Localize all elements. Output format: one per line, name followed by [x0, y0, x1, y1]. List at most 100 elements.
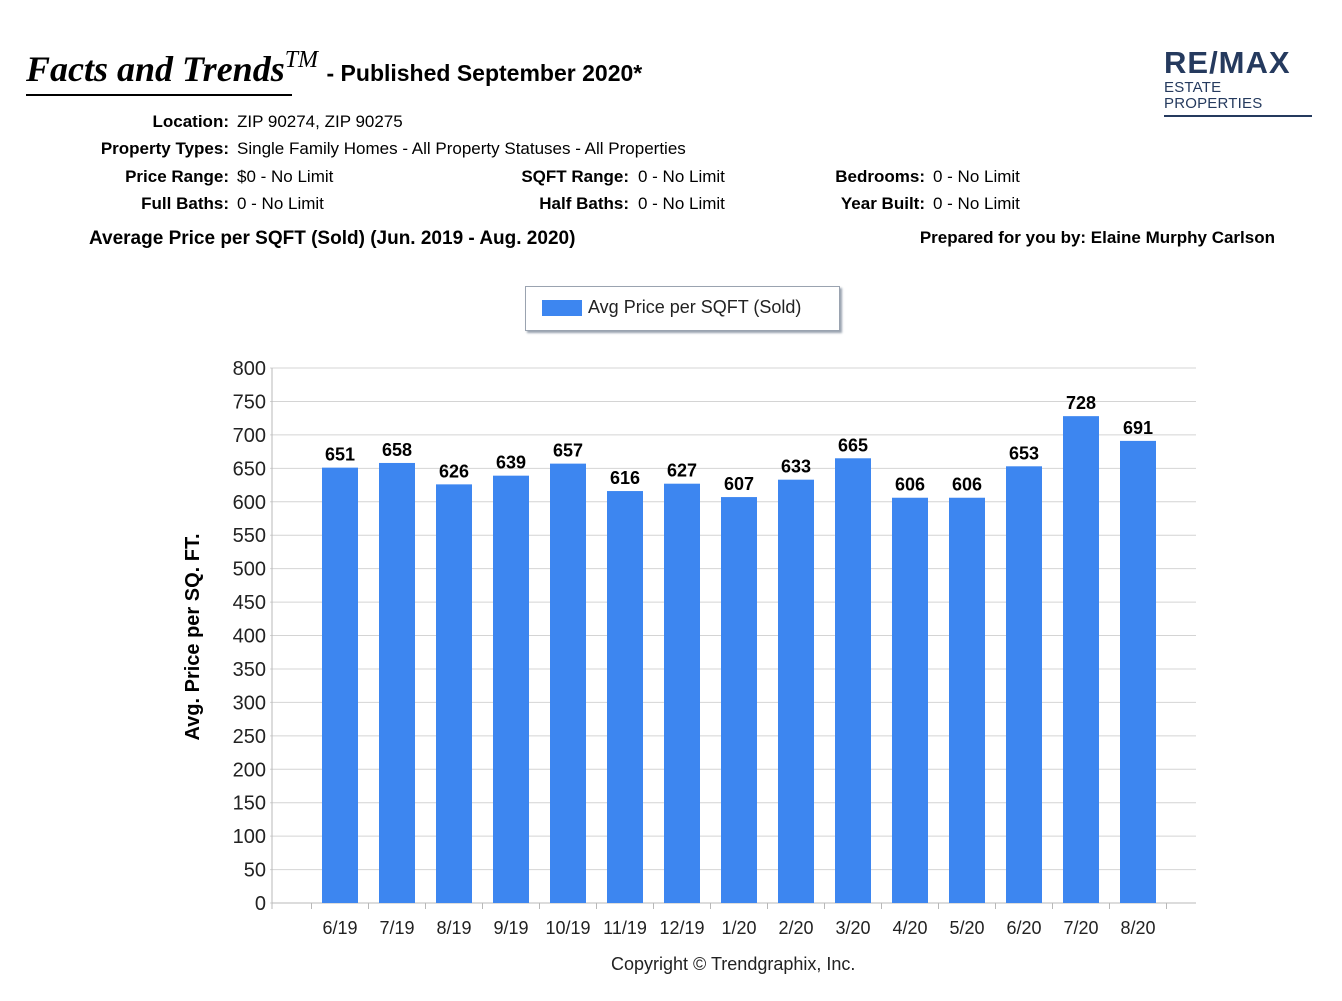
- report-brand: Facts and TrendsTM - Published September…: [26, 47, 643, 90]
- y-tick-250: 250: [233, 726, 266, 748]
- bar-2/20: [778, 479, 814, 903]
- y-tick-750: 750: [233, 391, 266, 413]
- x-tick-7/20: 7/20: [1063, 918, 1098, 938]
- y-tick-550: 550: [233, 525, 266, 547]
- x-tick-11/19: 11/19: [603, 918, 647, 938]
- price-range-label: Price Range:: [125, 167, 229, 186]
- copyright-text: Copyright © Trendgraphix, Inc.: [611, 954, 856, 974]
- x-tick-8/20: 8/20: [1120, 918, 1155, 938]
- x-tick-3/20: 3/20: [835, 918, 870, 938]
- data-label-12/19: 627: [667, 461, 697, 481]
- full-baths-label: Full Baths:: [141, 194, 229, 213]
- y-tick-650: 650: [233, 458, 266, 480]
- data-label-2/20: 633: [781, 457, 811, 477]
- bar-7/20: [1063, 416, 1099, 903]
- bar-3/20: [835, 458, 871, 903]
- data-label-8/20: 691: [1123, 418, 1153, 438]
- bar-8/19: [436, 484, 472, 903]
- y-tick-300: 300: [233, 692, 266, 714]
- y-axis-label: Avg. Price per SQ. FT.: [182, 533, 204, 740]
- location-value: ZIP 90274, ZIP 90275: [237, 112, 403, 131]
- x-tick-12/19: 12/19: [659, 918, 704, 938]
- sqft-range-label: SQFT Range:: [521, 167, 629, 186]
- y-tick-150: 150: [233, 793, 266, 815]
- sqft-range-value: 0 - No Limit: [638, 167, 725, 186]
- legend-label: Avg Price per SQFT (Sold): [588, 297, 802, 317]
- y-tick-0: 0: [255, 893, 266, 915]
- y-tick-450: 450: [233, 592, 266, 614]
- remax-logo: RE/MAX ESTATE PROPERTIES: [1164, 46, 1312, 117]
- y-tick-500: 500: [233, 559, 266, 581]
- criteria-property-types: Property Types: Single Family Homes - Al…: [0, 139, 1342, 163]
- bar-5/20: [949, 497, 985, 903]
- x-tick-8/19: 8/19: [436, 918, 471, 938]
- y-tick-100: 100: [233, 826, 266, 848]
- logo-sub-text: ESTATE PROPERTIES: [1164, 80, 1312, 117]
- bar-10/19: [550, 463, 586, 903]
- data-labels: 651 658 626 639 657 616 627 607 633 665 606 606 653 7…: [325, 393, 1153, 495]
- data-label-6/19: 651: [325, 445, 355, 465]
- bar-6/19: [322, 467, 358, 903]
- x-tick-6/20: 6/20: [1006, 918, 1041, 938]
- year-built-value: 0 - No Limit: [933, 194, 1020, 213]
- y-tick-200: 200: [233, 759, 266, 781]
- data-label-3/20: 665: [838, 435, 868, 455]
- brand-underline: [26, 94, 292, 96]
- half-baths-value: 0 - No Limit: [638, 194, 725, 213]
- data-label-4/20: 606: [895, 475, 925, 495]
- published-date: - Published September 2020*: [326, 60, 643, 86]
- bar-6/20: [1006, 466, 1042, 903]
- y-tick-700: 700: [233, 425, 266, 447]
- data-label-7/20: 728: [1066, 393, 1096, 413]
- x-tick-6/19: 6/19: [322, 918, 357, 938]
- property-types-label: Property Types:: [100, 139, 229, 158]
- prepared-by: Prepared for you by: Elaine Murphy Carls…: [919, 228, 1275, 247]
- criteria-row-ranges: Price Range: $0 - No Limit SQFT Range: 0…: [0, 167, 1342, 191]
- brand-name: Facts and Trends: [26, 49, 285, 89]
- bar-4/20: [892, 497, 928, 903]
- data-label-1/20: 607: [724, 474, 754, 494]
- x-tick-1/20: 1/20: [721, 918, 756, 938]
- chart-legend: Avg Price per SQFT (Sold): [525, 286, 840, 331]
- y-tick-350: 350: [233, 659, 266, 681]
- x-tick-4/20: 4/20: [892, 918, 927, 938]
- y-tick-600: 600: [233, 492, 266, 514]
- y-tick-50: 50: [244, 860, 266, 882]
- half-baths-label: Half Baths:: [539, 194, 629, 213]
- bar-12/19: [664, 483, 700, 903]
- bedrooms-label: Bedrooms:: [835, 167, 925, 186]
- y-axis-ticks: 0 50 100 150 200 250 300 350 400 450 500 550 600 650 7…: [233, 358, 266, 915]
- data-label-8/19: 626: [439, 461, 469, 481]
- full-baths-value: 0 - No Limit: [237, 194, 324, 213]
- data-label-5/20: 606: [952, 475, 982, 495]
- chart-subtitle: Average Price per SQFT (Sold) (Jun. 2019…: [89, 228, 576, 249]
- y-tick-800: 800: [233, 358, 266, 380]
- data-label-7/19: 658: [382, 440, 412, 460]
- x-tick-7/19: 7/19: [379, 918, 414, 938]
- data-label-9/19: 639: [496, 453, 526, 473]
- bar-11/19: [607, 491, 643, 903]
- x-tick-9/19: 9/19: [493, 918, 528, 938]
- x-tick-5/20: 5/20: [949, 918, 984, 938]
- price-range-value: $0 - No Limit: [237, 167, 334, 186]
- logo-main-text: RE/MAX: [1164, 45, 1291, 80]
- property-types-value: Single Family Homes - All Property Statu…: [237, 139, 686, 158]
- data-label-11/19: 616: [610, 468, 640, 488]
- data-label-6/20: 653: [1009, 443, 1039, 463]
- x-axis-ticks: 6/19 7/19 8/19 9/19 10/19 11/19 12/19 1/20 2/20 3…: [311, 903, 1167, 938]
- x-tick-10/19: 10/19: [545, 918, 590, 938]
- bar-1/20: [721, 497, 757, 903]
- data-label-10/19: 657: [553, 441, 583, 461]
- bar-9/19: [493, 475, 529, 903]
- brand-trademark: TM: [284, 47, 319, 73]
- criteria-location: Location: ZIP 90274, ZIP 90275: [0, 112, 1342, 136]
- x-tick-2/20: 2/20: [778, 918, 813, 938]
- chart-bars: [322, 416, 1156, 903]
- year-built-label: Year Built:: [840, 194, 925, 213]
- y-tick-400: 400: [233, 626, 266, 648]
- legend-swatch: [542, 300, 582, 316]
- criteria-row-baths: Full Baths: 0 - No Limit Half Baths: 0 -…: [0, 194, 1342, 218]
- bar-8/20: [1120, 440, 1156, 903]
- bedrooms-value: 0 - No Limit: [933, 167, 1020, 186]
